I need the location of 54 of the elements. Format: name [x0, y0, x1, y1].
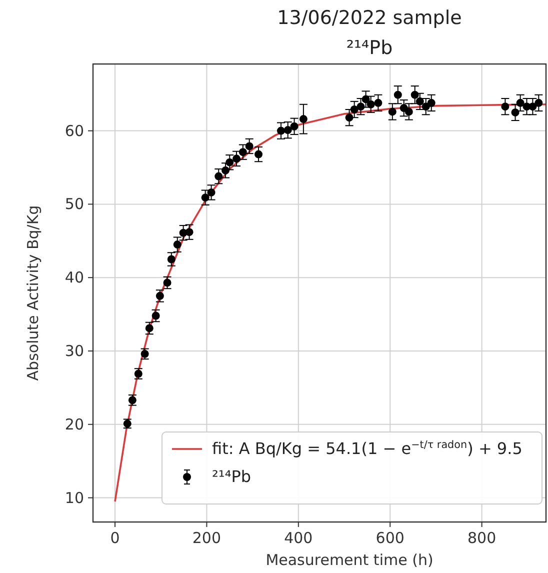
point — [350, 106, 358, 114]
point — [404, 108, 413, 116]
y-tick-label: 30 — [64, 342, 84, 360]
y-tick-label: 60 — [64, 122, 84, 140]
point — [167, 255, 176, 264]
point — [356, 102, 365, 111]
y-tick-label: 40 — [64, 268, 84, 287]
point — [394, 90, 402, 99]
point — [374, 98, 382, 107]
point — [232, 154, 241, 163]
legend-label: ²¹⁴Pb — [212, 467, 252, 486]
point — [185, 228, 194, 236]
x-axis-title: Measurement time (h) — [266, 551, 434, 569]
x-tick-label: 200 — [192, 529, 222, 547]
x-tick-label: 400 — [284, 529, 313, 547]
point — [214, 172, 223, 180]
point — [145, 324, 154, 332]
point — [299, 115, 308, 124]
point — [511, 108, 520, 116]
point — [173, 240, 182, 249]
point — [427, 98, 436, 107]
point — [422, 102, 430, 111]
point — [163, 278, 172, 287]
x-tick-label: 600 — [376, 529, 404, 547]
point — [226, 158, 234, 166]
point — [290, 122, 298, 130]
point — [245, 142, 254, 150]
point — [238, 148, 247, 156]
point — [528, 102, 537, 111]
point — [516, 98, 524, 107]
point — [534, 98, 543, 107]
point — [284, 126, 292, 134]
point — [207, 188, 216, 196]
chart-subtitle: ²¹⁴Pb — [346, 37, 393, 59]
y-axis-title: Absolute Activity Bq/Kg — [24, 205, 42, 381]
point — [222, 166, 230, 174]
point — [152, 312, 160, 320]
point — [416, 97, 424, 106]
chart-title: 13/06/2022 sample — [277, 7, 462, 29]
point — [501, 102, 510, 111]
x-tick-label: 0 — [110, 529, 120, 547]
point — [366, 100, 375, 108]
legend-label: fit: A Bq/Kg = 54.1(1 − e$^{−t/τ radon}$) + 9.5 — [212, 439, 522, 458]
x-tick-label: 800 — [467, 529, 496, 547]
point — [276, 126, 285, 135]
y-tick-label: 10 — [64, 488, 84, 507]
point — [254, 150, 263, 158]
y-tick-label: 50 — [64, 195, 84, 214]
point — [388, 108, 396, 116]
point — [201, 194, 210, 202]
point — [410, 90, 419, 99]
point — [140, 350, 149, 358]
y-tick-label: 20 — [64, 415, 84, 434]
point — [345, 114, 354, 122]
